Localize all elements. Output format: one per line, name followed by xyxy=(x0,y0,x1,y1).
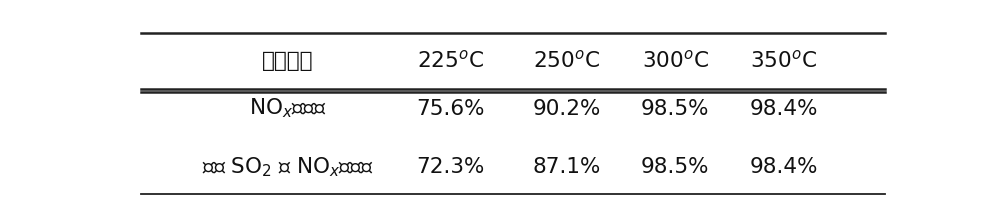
Text: 75.6%: 75.6% xyxy=(416,99,485,119)
Text: 加入 SO$_2$ 后 NO$_x$转化率: 加入 SO$_2$ 后 NO$_x$转化率 xyxy=(202,155,374,179)
Text: 98.5%: 98.5% xyxy=(641,157,710,177)
Text: 98.4%: 98.4% xyxy=(750,157,818,177)
Text: 反应温度: 反应温度 xyxy=(262,51,314,71)
Text: 350$^o$C: 350$^o$C xyxy=(750,50,817,72)
Text: 90.2%: 90.2% xyxy=(533,99,601,119)
Text: 98.5%: 98.5% xyxy=(641,99,710,119)
Text: 87.1%: 87.1% xyxy=(533,157,601,177)
Text: 250$^o$C: 250$^o$C xyxy=(533,50,600,72)
Text: 98.4%: 98.4% xyxy=(750,99,818,119)
Text: 300$^o$C: 300$^o$C xyxy=(642,50,709,72)
Text: NO$_x$转化率: NO$_x$转化率 xyxy=(249,97,326,121)
Text: 225$^o$C: 225$^o$C xyxy=(417,50,484,72)
Text: 72.3%: 72.3% xyxy=(416,157,485,177)
